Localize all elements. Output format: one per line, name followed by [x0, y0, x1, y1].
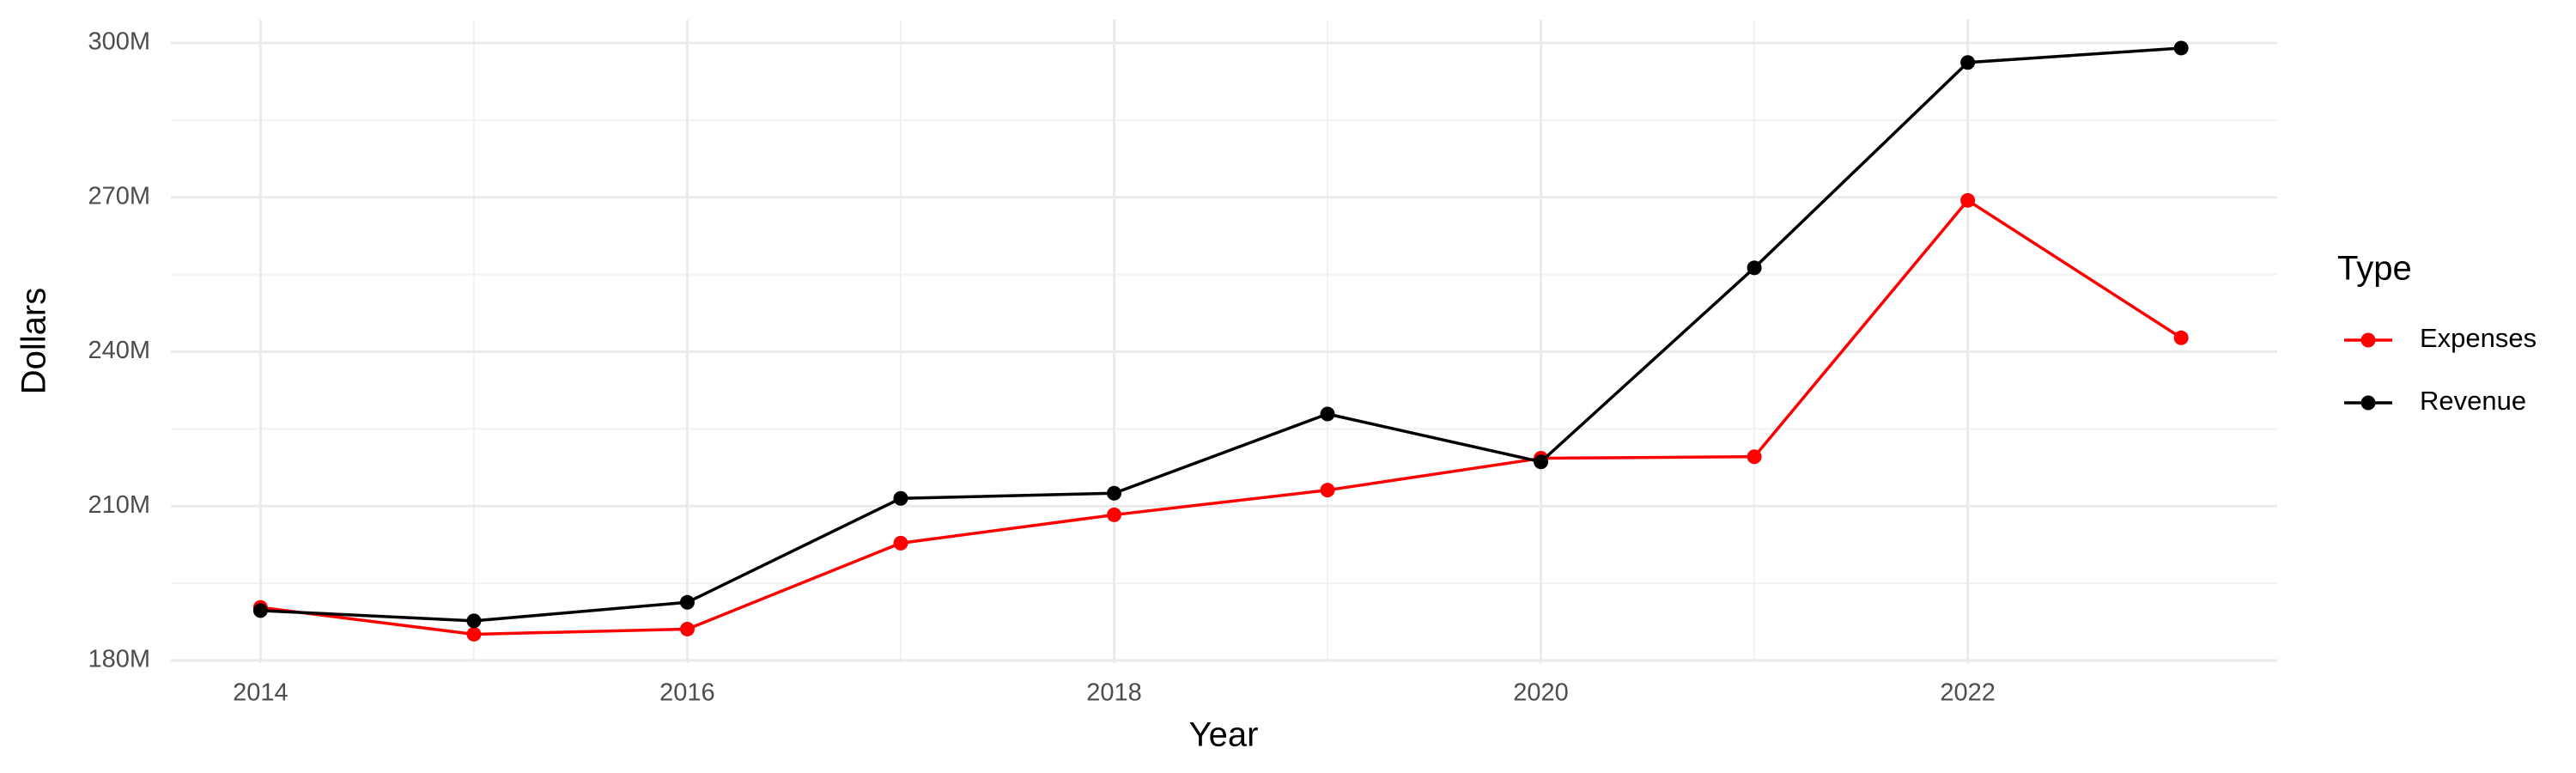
point [1320, 483, 1335, 498]
legend-point [2360, 395, 2376, 411]
y-tick-label: 180M [88, 646, 150, 673]
point [1107, 485, 1122, 501]
point [1534, 454, 1549, 470]
y-tick-label: 270M [88, 182, 150, 210]
y-axis-title: Dollars [15, 288, 53, 394]
y-tick-label: 240M [88, 337, 150, 364]
line [260, 46, 2182, 623]
line [260, 198, 2183, 636]
point [252, 603, 268, 618]
legend-label: Expenses [2420, 323, 2537, 353]
point [893, 490, 908, 506]
point [1747, 449, 1762, 465]
x-axis-title: Year [1189, 716, 1259, 754]
x-tick-label: 2016 [659, 679, 715, 707]
x-tick-label: 2022 [1940, 679, 1996, 707]
point [2173, 330, 2189, 345]
y-tick-label: 300M [88, 28, 150, 56]
legend-title: Type [2337, 250, 2412, 288]
legend-point [2360, 332, 2376, 348]
point [1960, 192, 1976, 208]
point [1320, 406, 1335, 422]
point [893, 535, 908, 551]
x-tick-label: 2020 [1513, 679, 1569, 707]
legend-label: Revenue [2420, 386, 2526, 416]
point [1747, 260, 1762, 276]
x-tick-label: 2018 [1086, 679, 1142, 707]
point [2173, 40, 2189, 56]
point [466, 613, 482, 629]
x-tick-label: 2014 [233, 679, 289, 707]
point [1107, 507, 1122, 522]
y-tick-label: 210M [88, 491, 150, 519]
point [679, 621, 695, 636]
point [679, 594, 695, 610]
point [1960, 55, 1976, 70]
point [466, 626, 482, 642]
